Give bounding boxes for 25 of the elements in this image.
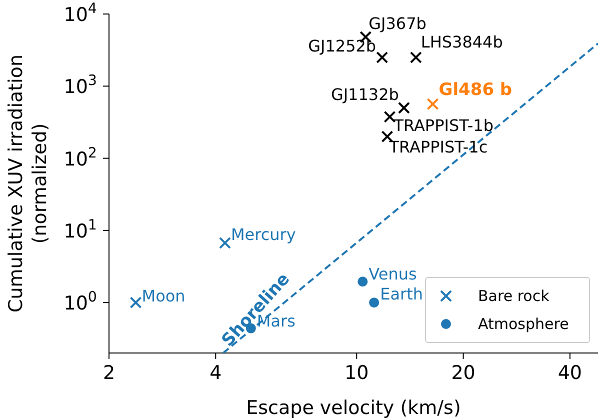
y-axis-title: Cumulative XUV irradiation (normalized) (5, 54, 51, 313)
annotation: GJ1252b (308, 36, 376, 56)
annotation: Moon (142, 286, 186, 306)
annotation: GJ1132b (330, 84, 399, 104)
legend-label: Bare rock (478, 287, 550, 305)
annotation: TRAPPIST-1c (388, 138, 488, 157)
legend-label: Atmosphere (478, 315, 569, 333)
x-tick-label: 40 (558, 362, 582, 384)
annotation: TRAPPIST-1b (392, 116, 494, 135)
annotation: Venus (368, 264, 417, 284)
x-tick-label: 4 (210, 362, 222, 384)
y-tick-label: 10$^{0}$ (64, 290, 97, 315)
x-tick-label: 2 (102, 362, 116, 384)
annotation: LHS3844b (420, 32, 503, 52)
annotation: GJ367b (368, 14, 426, 33)
y-tick-label: 10$^{2}$ (64, 145, 97, 170)
x-tick-label: 10 (344, 362, 369, 384)
x-axis-title: Escape velocity (km/s) (246, 397, 461, 418)
annotation: Earth (380, 284, 423, 304)
y-tick-label: 10$^{4}$ (64, 1, 97, 26)
y-tick-label: 10$^{1}$ (64, 217, 97, 242)
y-tick-label: 10$^{3}$ (64, 73, 97, 98)
annotation: Gl486 b (438, 80, 512, 100)
x-tick-label: 20 (451, 362, 476, 384)
annotation: Mercury (230, 224, 296, 244)
